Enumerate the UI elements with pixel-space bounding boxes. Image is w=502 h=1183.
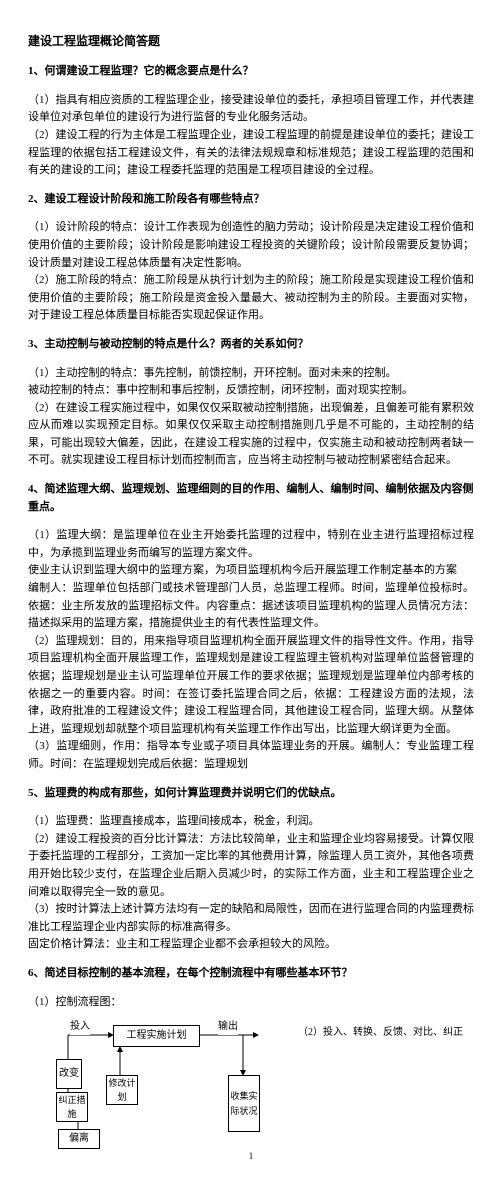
box-plan: 工程实施计划 [113,1025,200,1047]
box-collect: 收集实际状况 [228,1075,260,1132]
q5-p1: （1）监理费：监理直接成本，监理间接成本，税金，利润。 [28,813,474,831]
q2-p1: （1）设计阶段的特点：设计工作表现为创造性的脑力劳动；设计阶段是决定建设工程价值… [28,219,474,272]
doc-title: 建设工程监理概论简答题 [28,32,474,51]
q3-p1: （1）主动控制的特点：事先控制，前馈控制，开环控制。面对未来的控制。 [28,365,474,383]
flowchart: 投入 输出 （2）投入、转换、反馈、对比、纠正 工程实施计划 改变 纠正措施 修… [58,1017,474,1147]
box-jiuzheng: 纠正措施 [56,1092,88,1122]
q5-p3: （3）按时计算法上述计算方法均有一定的缺陷和局限性，因而在进行监理合同的内监理费… [28,901,474,936]
q3-p3: （2）在建设工程实施过程中，如果仅仅采取被动控制措施，出现偏差，且偏差可能有累积… [28,400,474,470]
q5-p4: 固定价格计算法：业主和工程监理企业都不会承担较大的风险。 [28,936,474,954]
q6-heading: 6、简述目标控制的基本流程，在每个控制流程中有哪些基本环节？ [28,965,474,983]
label-step2: （2）投入、转换、反馈、对比、纠正 [298,1025,463,1041]
label-output: 输出 [218,1019,238,1035]
q3-p2: 被动控制的特点：事中控制和事后控制，反馈控制，闭环控制，面对现实控制。 [28,382,474,400]
box-gaibian: 改变 [56,1059,82,1089]
q1-p2: （2）建设工程的行为主体是工程监理企业，建设工程监理的前提是建设单位的委托；建设… [28,127,474,180]
q1-p1: （1）指具有相应资质的工程监理企业，接受建设单位的委托，承担项目管理工作，并代表… [28,92,474,127]
box-pianli: 偏离 [58,1129,100,1149]
q4-p3: 编制人：监理单位包括部门或技术管理部门人员，总监理工程师。时间，监理单位投标时。… [28,580,474,633]
box-xiugai: 修改计划 [106,1075,138,1105]
q4-p1: （1）监理大纲：是监理单位在业主开始委托监理的过程中，特别在业主进行监理招标过程… [28,527,474,562]
q4-heading: 4、简述监理大纲、监理规划、监理细则的目的作用、编制人、编制时间、编制依据及内容… [28,481,474,516]
q3-heading: 3、主动控制与被动控制的特点是什么？两者的关系如何？ [28,336,474,354]
q4-p5: （3）监理细则，作用：指导本专业或子项目具体监理业务的开展。编制人：专业监理工程… [28,738,474,773]
q5-heading: 5、监理费的构成有那些，如何计算监理费并说明它们的优缺点。 [28,785,474,803]
label-input: 投入 [70,1019,90,1035]
page-number: 1 [28,1149,474,1163]
q6-p1: （1）控制流程图： [28,994,474,1012]
q2-heading: 2、建设工程设计阶段和施工阶段各有哪些特点？ [28,191,474,209]
q5-p2: （2）建设工程投资的百分比计算法：方法比较简单，业主和监理企业均容易接受。计算仅… [28,831,474,901]
q4-p2: 使业主认识到监理大纲中的监理方案，为项目监理机构今后开展监理工作制定基本的方案 [28,562,474,580]
q2-p2: （2）施工阶段的特点：施工阶段是从执行计划为主的阶段；施工阶段是实现建设工程价值… [28,272,474,325]
q1-heading: 1、何谓建设工程监理？它的概念要点是什么？ [28,63,474,81]
